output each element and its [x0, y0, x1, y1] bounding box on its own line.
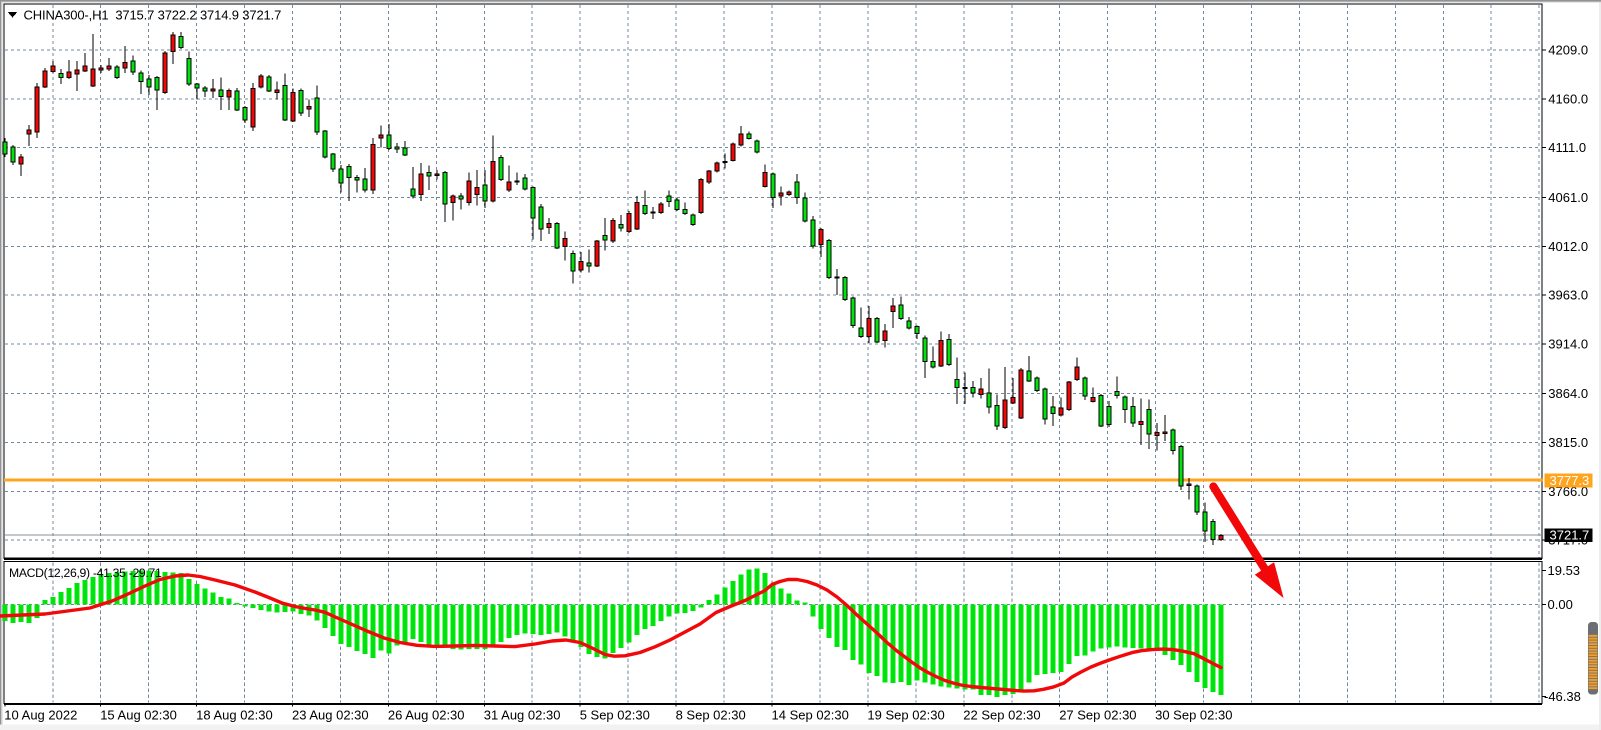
svg-text:22 Sep 02:30: 22 Sep 02:30 [963, 708, 1040, 723]
svg-text:MACD(12,26,9) -41.35 -29.71: MACD(12,26,9) -41.35 -29.71 [9, 566, 162, 580]
svg-text:-46.38: -46.38 [1544, 689, 1581, 704]
svg-text:4160.0: 4160.0 [1548, 91, 1588, 106]
svg-text:3721.7: 3721.7 [1550, 528, 1590, 543]
svg-text:4209.0: 4209.0 [1548, 43, 1588, 58]
svg-text:31 Aug 02:30: 31 Aug 02:30 [484, 708, 561, 723]
svg-text:0.00: 0.00 [1548, 597, 1573, 612]
svg-text:15 Aug 02:30: 15 Aug 02:30 [100, 708, 177, 723]
svg-text:4061.0: 4061.0 [1548, 190, 1588, 205]
svg-text:19 Sep 02:30: 19 Sep 02:30 [867, 708, 944, 723]
svg-text:3815.0: 3815.0 [1548, 435, 1588, 450]
svg-text:3963.0: 3963.0 [1548, 288, 1588, 303]
svg-text:18 Aug 02:30: 18 Aug 02:30 [196, 708, 273, 723]
svg-text:30 Sep 02:30: 30 Sep 02:30 [1155, 708, 1232, 723]
svg-text:27 Sep 02:30: 27 Sep 02:30 [1059, 708, 1136, 723]
svg-text:5 Sep 02:30: 5 Sep 02:30 [580, 708, 650, 723]
svg-text:3914.0: 3914.0 [1548, 336, 1588, 351]
svg-text:4111.0: 4111.0 [1548, 140, 1586, 155]
svg-text:4012.0: 4012.0 [1548, 239, 1588, 254]
svg-text:23 Aug 02:30: 23 Aug 02:30 [292, 708, 369, 723]
svg-text:3777.3: 3777.3 [1550, 473, 1590, 488]
svg-text:10 Aug 2022: 10 Aug 2022 [4, 708, 77, 723]
svg-text:3766.0: 3766.0 [1548, 484, 1588, 499]
svg-text:CHINA300-,H1 3715.7 3722.2 37: CHINA300-,H1 3715.7 3722.2 3714.9 3721.7 [24, 8, 282, 23]
svg-text:26 Aug 02:30: 26 Aug 02:30 [388, 708, 465, 723]
svg-text:8 Sep 02:30: 8 Sep 02:30 [676, 708, 746, 723]
svg-text:19.53: 19.53 [1548, 563, 1581, 578]
svg-text:3864.0: 3864.0 [1548, 386, 1588, 401]
svg-text:14 Sep 02:30: 14 Sep 02:30 [772, 708, 849, 723]
